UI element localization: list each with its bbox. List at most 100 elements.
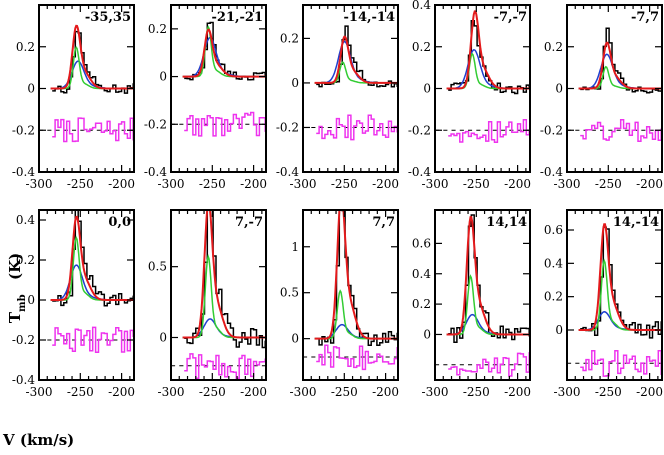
spectrum-panel: -300 -250 -200 -0.4 -0.2 0 0.2 0.4 -7,-7 [408, 0, 531, 191]
y-axis-label-main: T [6, 311, 24, 323]
series-residual [448, 352, 530, 377]
y-tick-label: -0.4 [408, 165, 432, 179]
panel-offset-label: 0,0 [108, 215, 131, 230]
y-tick-label: 0.4 [16, 213, 35, 227]
x-tick-label: -300 [158, 177, 185, 191]
y-tick-label: 0.5 [148, 260, 167, 274]
panel-grid: -300 -250 -200 -0.4 -0.2 0 0.2 -35,35 -300 -250 -2… [12, 0, 663, 399]
y-tick-label: 0.2 [148, 22, 167, 36]
series-residual [316, 114, 398, 141]
y-tick-label: 0.6 [412, 236, 431, 250]
y-tick-label: 0.5 [280, 286, 299, 300]
series-observed [448, 19, 530, 95]
y-tick-label: -0.2 [144, 117, 167, 131]
series-residual [52, 326, 134, 353]
x-tick-label: -200 [240, 385, 267, 399]
series-residual [580, 349, 662, 377]
series-model-2 [182, 25, 266, 78]
y-tick-label: -0.4 [12, 373, 36, 387]
series-model-1 [314, 210, 398, 340]
y-tick-label: 0 [555, 323, 563, 337]
y-tick-label: -0.2 [12, 123, 35, 137]
x-tick-label: -300 [290, 385, 317, 399]
y-tick-label: 0.2 [412, 297, 431, 311]
panel-frame [566, 209, 663, 381]
series-residual [448, 119, 530, 143]
panel-frame [434, 209, 531, 381]
panel-offset-label: 7,7 [372, 215, 395, 230]
series-residual [580, 119, 662, 143]
panel-frame [38, 209, 135, 381]
series-model-1 [182, 28, 266, 78]
plot-area [567, 27, 662, 143]
x-tick-label: -250 [67, 385, 94, 399]
series-model-1 [50, 215, 134, 301]
series-model-1 [446, 216, 530, 336]
y-tick-label: 1 [291, 240, 299, 254]
x-tick-label: -300 [290, 177, 317, 191]
x-tick-label: -250 [463, 177, 490, 191]
figure-x-axis-label: V (km/s) [2, 431, 74, 449]
x-tick-label: -200 [504, 385, 531, 399]
figure-y-axis-label: T mb (K) [6, 253, 28, 323]
series-model-1 [578, 41, 662, 90]
y-tick-label: 0.4 [412, 267, 431, 281]
x-tick-label: -300 [554, 385, 581, 399]
x-tick-label: -200 [636, 177, 663, 191]
x-tick-label: -300 [26, 177, 53, 191]
spectrum-panel: -300 -250 -200 0 0.5 1 7,7 [280, 209, 399, 399]
y-tick-label: 0 [27, 293, 35, 307]
y-tick-label: 0.2 [16, 253, 35, 267]
y-tick-label: 0.4 [544, 256, 563, 270]
series-residual [52, 117, 134, 143]
y-tick-label: 0 [27, 82, 35, 96]
plot-area [303, 210, 398, 371]
series-model-1 [182, 210, 266, 339]
series-model-3 [446, 48, 530, 90]
panel-offset-label: 14,-14 [613, 215, 659, 230]
series-model-1 [50, 24, 134, 90]
series-model-2 [578, 65, 662, 90]
plot-area [435, 214, 530, 377]
panel-offset-label: 14,14 [486, 215, 527, 230]
plot-area [171, 21, 266, 137]
x-tick-label: -250 [67, 177, 94, 191]
x-tick-label: -200 [108, 177, 135, 191]
y-axis-label-unit: (K) [6, 253, 24, 280]
x-tick-label: -250 [199, 385, 226, 399]
series-residual [184, 353, 266, 380]
spectrum-panel: -300 -250 -200 -0.4 -0.2 0 0.2 -7,7 [540, 4, 663, 191]
x-tick-label: -200 [504, 177, 531, 191]
series-observed [448, 214, 530, 344]
y-tick-label: 0 [159, 331, 167, 345]
x-tick-label: -300 [26, 385, 53, 399]
panel-frame [302, 4, 399, 173]
y-tick-label: -0.2 [12, 333, 35, 347]
panel-offset-label: -21,-21 [212, 10, 264, 25]
y-tick-label: 0 [423, 327, 431, 341]
series-residual [316, 344, 398, 371]
panel-offset-label: -14,-14 [344, 10, 396, 25]
spectrum-panel: -300 -250 -200 0 0.2 0.4 0.6 14,-14 [544, 209, 663, 399]
y-tick-label: -0.4 [540, 165, 564, 179]
series-observed [184, 21, 266, 81]
x-tick-label: -250 [463, 385, 490, 399]
x-tick-label: -300 [158, 385, 185, 399]
x-tick-label: -250 [595, 385, 622, 399]
x-tick-label: -200 [108, 385, 135, 399]
panel-offset-label: -35,35 [85, 10, 131, 25]
series-model-3 [50, 60, 134, 90]
x-tick-label: -200 [372, 177, 399, 191]
y-tick-label: 0 [159, 70, 167, 84]
series-model-3 [578, 53, 662, 90]
y-tick-label: 0 [291, 76, 299, 90]
spectrum-panel: -300 -250 -200 -0.4 -0.2 0 0.2 -14,-14 [276, 4, 399, 191]
y-tick-label: 0.6 [544, 223, 563, 237]
panel-frame [302, 209, 399, 381]
x-tick-label: -200 [636, 385, 663, 399]
spectrum-panel: -300 -250 -200 -0.4 -0.2 0 0.2 -21,-21 [144, 4, 267, 191]
y-tick-label: 0 [423, 82, 431, 96]
y-tick-label: -0.4 [276, 165, 300, 179]
panel-frame [170, 209, 267, 381]
